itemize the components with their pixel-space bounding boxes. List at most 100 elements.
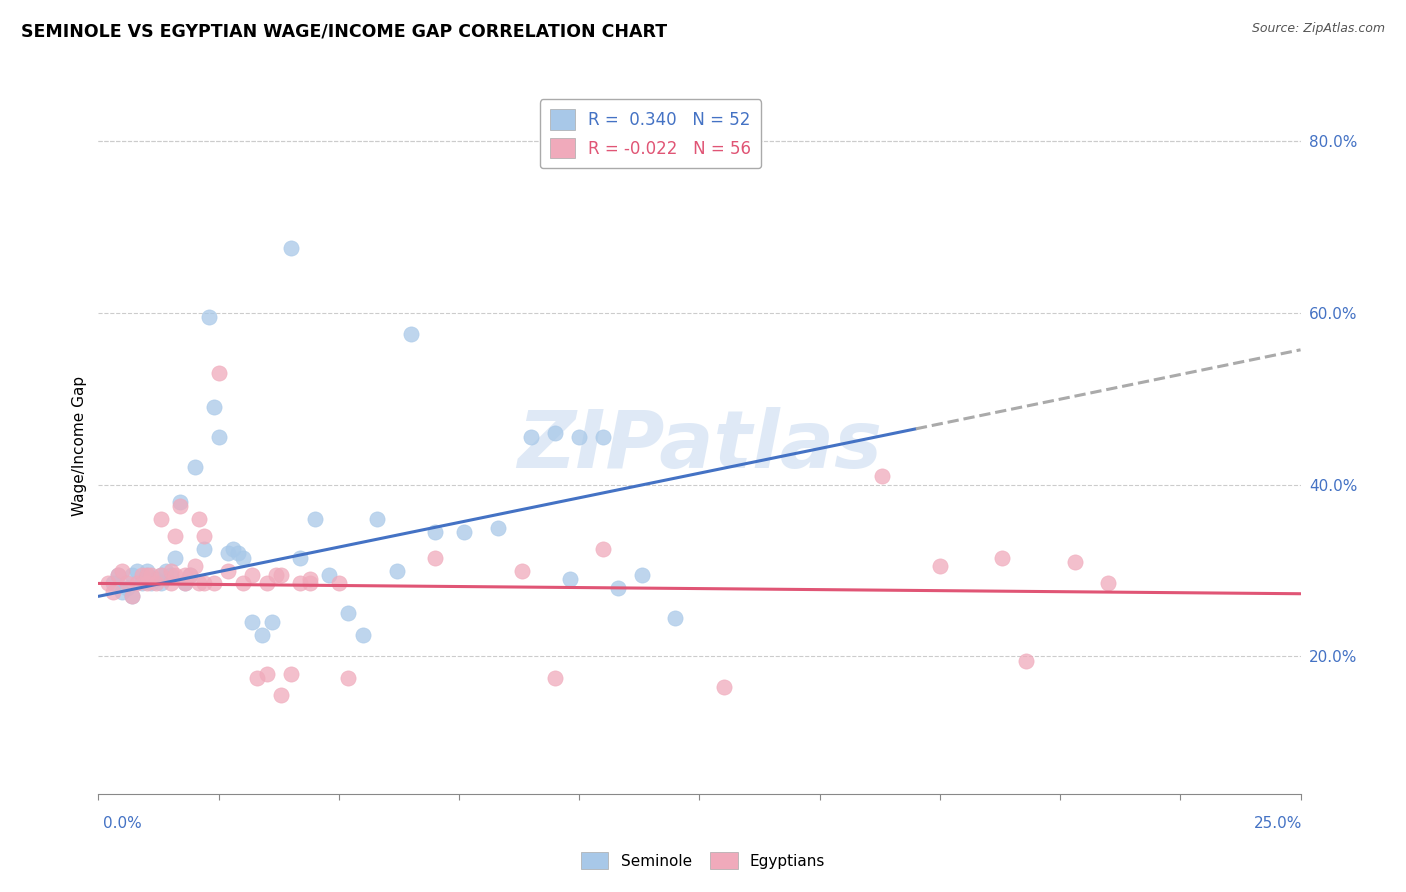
Point	[1015, 654, 1038, 668]
Point	[352, 628, 374, 642]
Point	[174, 567, 197, 582]
Point	[121, 590, 143, 604]
Point	[399, 327, 422, 342]
Point	[141, 567, 163, 582]
Point	[298, 572, 321, 586]
Point	[260, 615, 283, 629]
Point	[232, 576, 254, 591]
Point	[544, 671, 567, 685]
Text: ZIPatlas: ZIPatlas	[517, 407, 882, 485]
Point	[169, 495, 191, 509]
Point	[111, 585, 134, 599]
Point	[991, 550, 1014, 565]
Point	[366, 512, 388, 526]
Point	[664, 611, 686, 625]
Point	[510, 564, 533, 578]
Point	[266, 567, 288, 582]
Point	[159, 576, 181, 591]
Point	[217, 564, 239, 578]
Point	[304, 512, 326, 526]
Text: Source: ZipAtlas.com: Source: ZipAtlas.com	[1251, 22, 1385, 36]
Point	[149, 576, 172, 591]
Point	[183, 559, 205, 574]
Point	[520, 430, 543, 444]
Point	[713, 680, 735, 694]
Point	[135, 576, 157, 591]
Point	[486, 520, 509, 534]
Point	[198, 310, 221, 325]
Point	[149, 567, 172, 582]
Point	[246, 671, 269, 685]
Point	[125, 576, 148, 591]
Point	[111, 564, 134, 578]
Point	[145, 576, 167, 591]
Point	[226, 546, 249, 560]
Point	[159, 564, 181, 578]
Point	[183, 460, 205, 475]
Point	[101, 576, 124, 591]
Point	[290, 550, 312, 565]
Point	[337, 607, 360, 621]
Point	[318, 567, 340, 582]
Point	[1063, 555, 1085, 569]
Point	[145, 572, 167, 586]
Point	[165, 567, 187, 582]
Point	[630, 567, 652, 582]
Y-axis label: Wage/Income Gap: Wage/Income Gap	[72, 376, 87, 516]
Point	[1097, 576, 1119, 591]
Point	[202, 401, 225, 415]
Point	[121, 567, 143, 582]
Point	[174, 576, 197, 591]
Point	[270, 567, 292, 582]
Point	[240, 615, 263, 629]
Point	[337, 671, 360, 685]
Point	[141, 576, 163, 591]
Point	[328, 576, 350, 591]
Point	[135, 567, 157, 582]
Point	[280, 666, 302, 681]
Point	[423, 550, 446, 565]
Legend: R =  0.340   N = 52, R = -0.022   N = 56: R = 0.340 N = 52, R = -0.022 N = 56	[540, 100, 761, 169]
Point	[149, 567, 172, 582]
Point	[131, 567, 153, 582]
Point	[298, 576, 321, 591]
Point	[117, 581, 139, 595]
Point	[361, 804, 384, 818]
Point	[240, 567, 263, 582]
Point	[592, 542, 614, 557]
Point	[159, 567, 181, 582]
Point	[256, 576, 278, 591]
Point	[149, 512, 172, 526]
Point	[188, 512, 211, 526]
Point	[928, 559, 950, 574]
Point	[250, 628, 273, 642]
Point	[568, 430, 591, 444]
Point	[155, 564, 177, 578]
Point	[558, 572, 581, 586]
Point	[453, 524, 475, 539]
Point	[169, 499, 191, 513]
Point	[208, 430, 231, 444]
Point	[606, 581, 628, 595]
Point	[131, 576, 153, 591]
Legend: Seminole, Egyptians: Seminole, Egyptians	[575, 846, 831, 875]
Text: 25.0%: 25.0%	[1254, 816, 1302, 831]
Point	[870, 469, 893, 483]
Point	[232, 550, 254, 565]
Point	[592, 430, 614, 444]
Point	[423, 524, 446, 539]
Point	[107, 567, 129, 582]
Point	[165, 550, 187, 565]
Point	[135, 564, 157, 578]
Point	[125, 564, 148, 578]
Point	[256, 666, 278, 681]
Point	[385, 564, 408, 578]
Point	[544, 426, 567, 441]
Point	[135, 567, 157, 582]
Point	[174, 576, 197, 591]
Point	[107, 567, 129, 582]
Point	[202, 576, 225, 591]
Point	[188, 576, 211, 591]
Point	[193, 529, 215, 543]
Point	[217, 546, 239, 560]
